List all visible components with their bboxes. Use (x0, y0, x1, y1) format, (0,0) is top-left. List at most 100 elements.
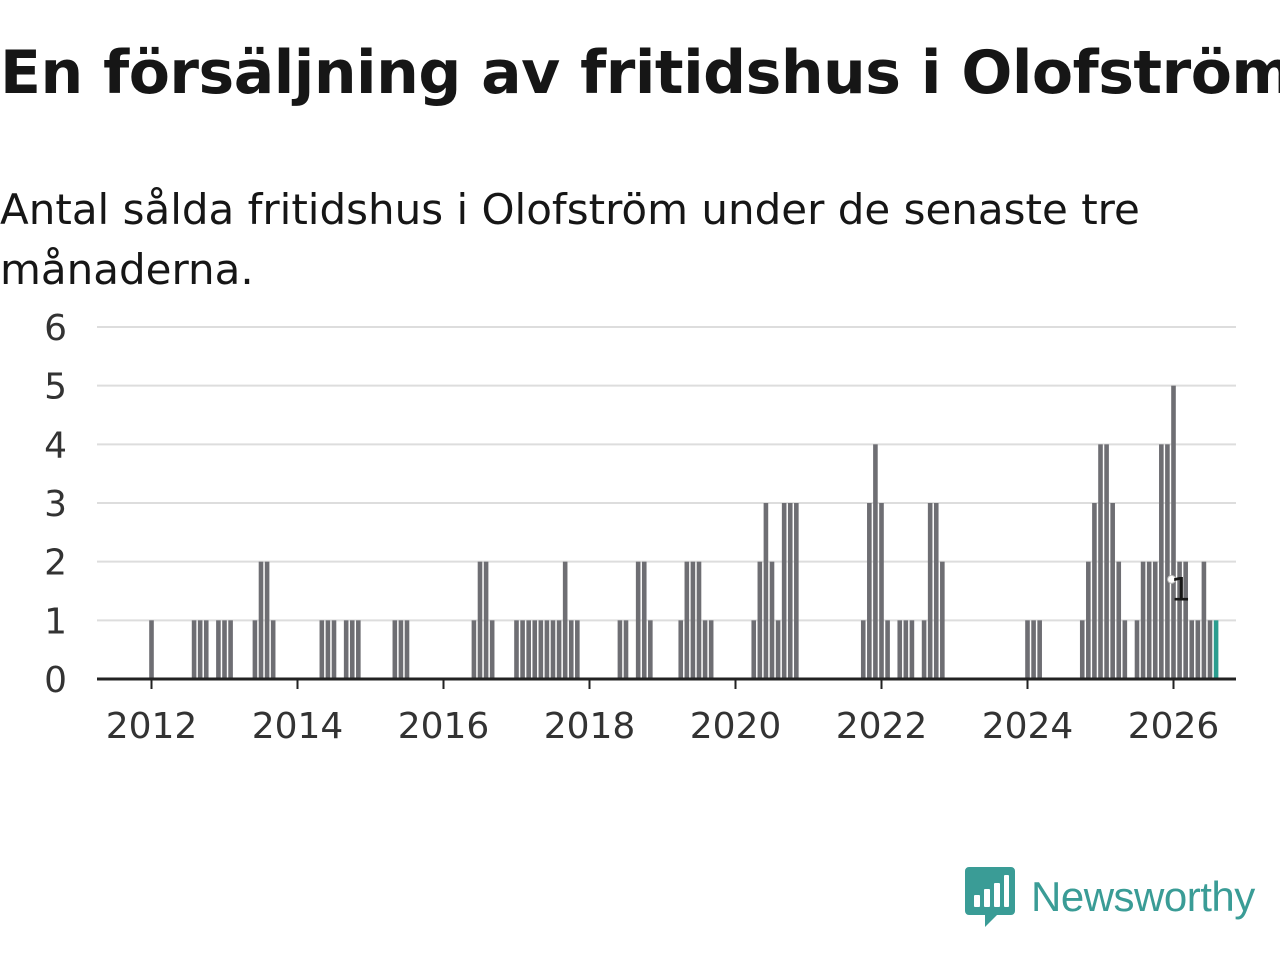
bar (1195, 620, 1201, 679)
bar (794, 503, 799, 679)
bar (404, 620, 410, 679)
bar (1079, 620, 1085, 679)
x-tick-label: 2016 (398, 706, 490, 747)
y-tick-label: 0 (44, 660, 67, 701)
bar (1134, 620, 1140, 679)
y-tick-label: 2 (44, 543, 67, 584)
x-tick-label: 2026 (1128, 706, 1220, 747)
bar (757, 561, 763, 679)
bar (1025, 620, 1030, 679)
bar (258, 561, 264, 679)
bar (520, 620, 525, 679)
bar (319, 620, 325, 679)
bar (343, 620, 349, 679)
x-tick-label: 2022 (836, 706, 928, 747)
bar (775, 620, 781, 679)
bar (927, 503, 933, 679)
bar (1152, 561, 1158, 679)
bar (526, 620, 531, 679)
bar (1122, 620, 1128, 679)
chart-title: En försäljning av fritidshus i Olofström (0, 38, 1280, 108)
bar (708, 620, 714, 679)
bar (897, 620, 903, 679)
bar (781, 503, 787, 679)
bar (270, 620, 276, 679)
bar (538, 620, 544, 679)
bar (860, 620, 866, 679)
bar (696, 561, 702, 679)
bar (921, 620, 927, 679)
bar (617, 620, 623, 679)
x-tick-label: 2014 (252, 706, 344, 747)
bar (477, 561, 483, 679)
bar (1092, 503, 1097, 679)
newsworthy-logo-icon (965, 867, 1015, 927)
bar (1165, 444, 1170, 679)
annotation-marker (1167, 574, 1177, 584)
bar (191, 620, 197, 679)
bar (1098, 444, 1103, 679)
bar (489, 620, 495, 679)
bar (203, 620, 209, 679)
data-label: 1 (1171, 570, 1191, 608)
bar (1104, 444, 1109, 679)
bar (356, 620, 361, 679)
bar (556, 620, 562, 679)
bar (648, 620, 653, 679)
x-tick-label: 2020 (690, 706, 782, 747)
bar (1110, 503, 1115, 679)
y-tick-label: 3 (44, 484, 67, 525)
bar (149, 620, 154, 679)
y-tick-label: 6 (44, 308, 67, 349)
bar (885, 620, 890, 679)
bar (641, 561, 647, 679)
bar-latest (1213, 620, 1219, 679)
bar (702, 620, 708, 679)
bar (909, 620, 915, 679)
bar (514, 620, 519, 679)
chart-subtitle: Antal sålda fritidshus i Olofström under… (0, 185, 1140, 294)
bar (1037, 620, 1042, 679)
y-tick-label: 4 (44, 425, 67, 466)
bar (331, 620, 337, 679)
bar (398, 620, 404, 679)
bar (228, 620, 233, 679)
bar (1177, 561, 1182, 679)
bar (787, 503, 793, 679)
bar (1183, 561, 1188, 679)
bar-chart: 0 1 2 3 4 5 6 2012 2014 2016 2018 2020 2022 2024 2026 1 (44, 308, 1236, 747)
bar (678, 620, 684, 679)
x-tick-label: 2024 (982, 706, 1074, 747)
bar (264, 561, 270, 679)
bar (635, 561, 641, 679)
bar (216, 620, 221, 679)
bar (903, 620, 909, 679)
bar (544, 620, 550, 679)
bar (1159, 444, 1164, 679)
bar (1189, 620, 1195, 679)
bar (933, 503, 939, 679)
bar (1116, 561, 1122, 679)
x-tick-label: 2018 (544, 706, 636, 747)
bar (575, 620, 580, 679)
brand-name: Newsworthy (1031, 873, 1255, 920)
bar (769, 561, 775, 679)
bar (349, 620, 355, 679)
bar (684, 561, 690, 679)
bar (325, 620, 331, 679)
bar (1171, 385, 1176, 679)
bar (483, 561, 489, 679)
bar (568, 620, 574, 679)
newsworthy-logo: Newsworthy (965, 866, 1255, 928)
bar (532, 620, 538, 679)
bar (197, 620, 203, 679)
y-tick-label: 5 (44, 367, 67, 408)
bar (867, 503, 872, 679)
bar (1086, 561, 1091, 679)
bar (550, 620, 556, 679)
x-tick-label: 2012 (106, 706, 198, 747)
bar (562, 561, 568, 679)
bar (940, 561, 945, 679)
bar (763, 503, 769, 679)
bar (392, 620, 398, 679)
